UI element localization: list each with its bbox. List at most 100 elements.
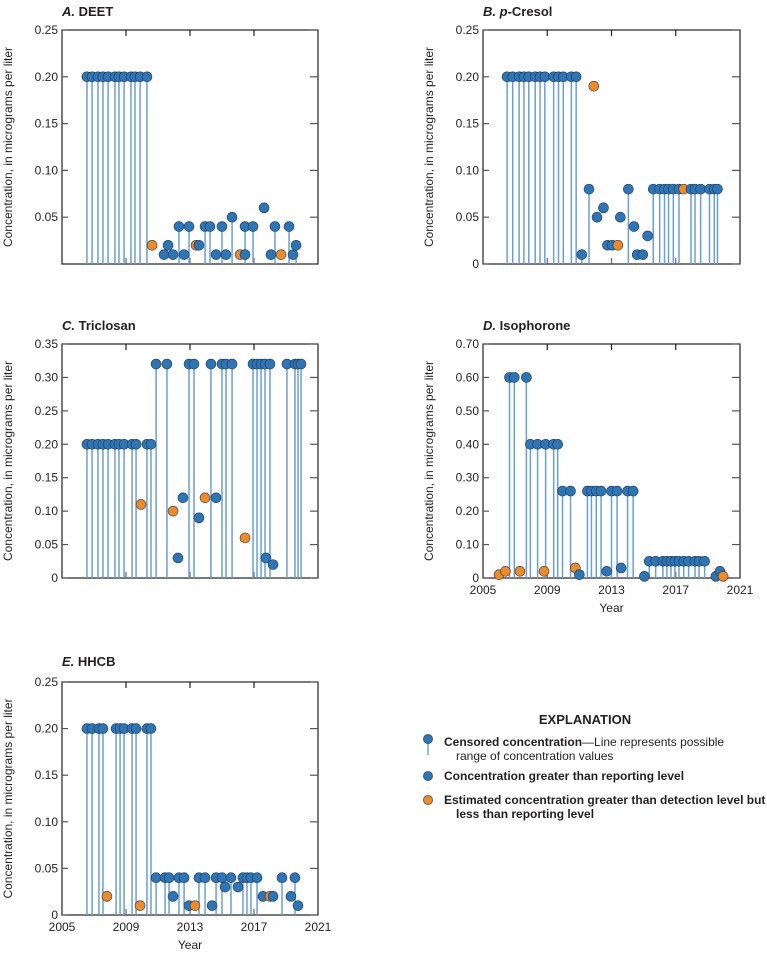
data-point-detected <box>162 239 174 251</box>
data-point-detected <box>265 249 277 260</box>
x-tick-label: 2009 <box>534 583 561 597</box>
data-point-censored <box>565 485 576 497</box>
data-point-censored <box>695 183 706 195</box>
y-tick-label: 0.15 <box>456 117 480 131</box>
data-point-estimated <box>134 900 146 911</box>
data-point-censored <box>247 221 259 232</box>
panel-title-text: Triclosan <box>79 318 136 333</box>
data-point-censored <box>226 358 238 370</box>
censored-symbol-icon <box>423 734 433 755</box>
legend-censored-rest: —Line represents possible <box>582 735 725 749</box>
y-axis-label: Concentration, in micrograms per liter <box>1 698 15 898</box>
data-point-detected <box>210 492 222 504</box>
data-point-detected <box>239 249 251 260</box>
data-point-censored <box>251 872 263 884</box>
data-point-detected <box>258 202 270 214</box>
data-point-estimated <box>500 566 511 577</box>
panel-letter: A. <box>61 4 79 19</box>
data-point-censored <box>712 183 723 195</box>
y-tick-label: 0.25 <box>35 404 59 418</box>
data-point-detected <box>193 239 205 251</box>
x-tick-label: 2017 <box>241 920 268 934</box>
y-tick-label: 0.70 <box>456 337 480 351</box>
y-axis-label: Concentration, in micrograms per liter <box>422 47 436 247</box>
data-point-estimated <box>588 80 600 92</box>
y-tick-label: 0.20 <box>35 437 59 451</box>
x-tick-label: 2013 <box>177 920 204 934</box>
y-axis-label: Concentration, in micrograms per liter <box>1 47 15 247</box>
data-point-estimated <box>189 900 201 911</box>
legend: EXPLANATION Censored concentration—Line … <box>410 712 767 827</box>
data-point-detected <box>287 249 299 260</box>
panel-title-text: HHCB <box>78 654 116 669</box>
data-point-censored <box>97 723 109 734</box>
estimated-symbol-icon <box>423 795 433 805</box>
data-point-censored <box>269 221 281 232</box>
data-point-censored <box>583 183 595 195</box>
y-tick-label: 0.10 <box>35 504 59 518</box>
data-point-censored <box>552 438 563 450</box>
data-point-censored <box>173 221 185 232</box>
panel-d: D. Isophorone 0 0.10 0.20 0.30 0.40 0.50 0.60 0.… <box>422 318 754 615</box>
data-point-censored <box>130 438 142 450</box>
data-point-detected <box>232 881 244 893</box>
y-tick-label: 0.10 <box>456 538 480 552</box>
panel-title: B. p-Cresol <box>483 4 552 19</box>
data-point-estimated <box>514 566 526 577</box>
data-point-estimated <box>612 239 624 251</box>
panel-title: A. DEET <box>61 4 113 19</box>
data-point-censored <box>276 872 288 884</box>
x-tick-label: 2009 <box>113 920 140 934</box>
data-point-detected <box>178 249 190 260</box>
data-point-estimated <box>167 505 179 517</box>
panel-title: C. Triclosan <box>62 318 136 333</box>
data-point-detected <box>639 571 650 582</box>
legend-censored-line2: range of concentration values <box>456 749 614 763</box>
data-point-censored <box>295 358 307 370</box>
data-point-censored <box>225 872 237 884</box>
data-point-censored <box>178 872 190 884</box>
x-tick-label: 2021 <box>305 920 332 934</box>
y-tick-label: 0.05 <box>456 210 480 224</box>
y-tick-label: 0.20 <box>456 70 480 84</box>
data-point-estimated <box>538 566 550 577</box>
panel-title-italic: p <box>499 4 508 19</box>
data-point-detected <box>637 249 649 260</box>
legend-censored-bold: Censored concentration <box>444 735 583 749</box>
data-point-detected <box>167 249 179 260</box>
y-tick-label: 0.30 <box>35 370 59 384</box>
data-point-detected <box>167 891 179 902</box>
y-axis-label: Concentration, in micrograms per liter <box>1 361 15 561</box>
data-point-censored <box>145 438 157 450</box>
data-point-estimated <box>199 492 211 504</box>
data-point-censored <box>141 71 153 83</box>
data-point-estimated <box>275 249 287 260</box>
panel-title-text: Isophorone <box>500 318 571 333</box>
x-tick-label: 2021 <box>727 583 754 597</box>
plot-frame <box>482 29 741 265</box>
data-point-censored <box>576 249 588 260</box>
y-tick-label: 0.35 <box>35 337 59 351</box>
data-point-censored <box>199 872 211 884</box>
data-point-censored <box>204 221 216 232</box>
data-point-censored <box>290 239 302 251</box>
data-point-detected <box>642 230 653 242</box>
data-point-detected <box>193 512 205 524</box>
data-point-detected <box>574 569 585 580</box>
legend-item-estimated: Estimated concentration greater than det… <box>410 793 767 821</box>
x-axis-label: Year <box>599 601 623 615</box>
data-point-censored <box>163 872 175 884</box>
y-tick-label: 0.25 <box>456 23 480 37</box>
data-point-censored <box>570 71 582 83</box>
y-axis-label: Concentration, in micrograms per liter <box>422 361 436 561</box>
y-tick-label: 0 <box>472 257 479 271</box>
y-tick-label: 0 <box>51 908 58 922</box>
detected-symbol-icon <box>423 771 433 781</box>
y-tick-label: 0.30 <box>456 471 480 485</box>
y-tick-label: 0.50 <box>456 404 480 418</box>
x-axis-label: Year <box>178 938 202 952</box>
data-point-detected <box>206 900 218 911</box>
data-point-detected <box>267 891 279 902</box>
data-point-censored <box>205 358 217 370</box>
y-tick-label: 0.25 <box>35 23 59 37</box>
